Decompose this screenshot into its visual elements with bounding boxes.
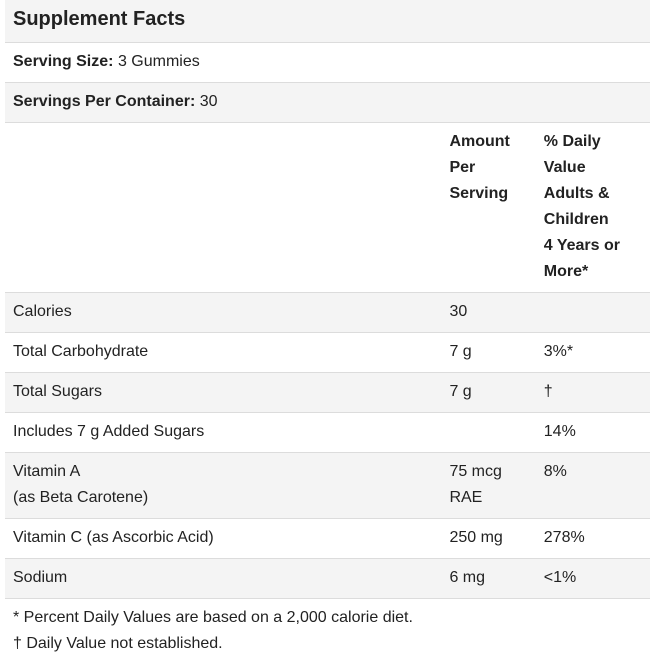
- nutrient-daily-value: <1%: [544, 559, 650, 599]
- nutrient-daily-value: 8%: [544, 453, 650, 519]
- table-row: Total Sugars 7 g †: [5, 373, 650, 413]
- serving-size-label: Serving Size:: [13, 53, 113, 70]
- serving-size-row: Serving Size: 3 Gummies: [5, 43, 650, 83]
- nutrient-daily-value: †: [544, 373, 650, 413]
- servings-per-container-label: Servings Per Container:: [13, 93, 195, 110]
- nutrient-amount: 7 g: [449, 333, 543, 373]
- nutrient-amount: 250 mg: [449, 519, 543, 559]
- nutrient-name: Total Carbohydrate: [5, 333, 449, 373]
- nutrient-name: Vitamin A (as Beta Carotene): [5, 453, 449, 519]
- nutrient-amount: [449, 413, 543, 453]
- table-row: Vitamin A (as Beta Carotene) 75 mcg RAE …: [5, 453, 650, 519]
- nutrient-name: Total Sugars: [5, 373, 449, 413]
- column-header-row: Amount Per Serving % Daily Value Adults …: [5, 123, 650, 293]
- nutrient-daily-value: [544, 293, 650, 333]
- title-row: Supplement Facts: [5, 0, 650, 43]
- amount-per-serving-header: Amount Per Serving: [449, 123, 543, 293]
- footnote-not-established: † Daily Value not established.: [13, 631, 642, 657]
- table-row: Calories 30: [5, 293, 650, 333]
- table-row: Total Carbohydrate 7 g 3%*: [5, 333, 650, 373]
- panel-title: Supplement Facts: [5, 0, 650, 43]
- supplement-facts-table: Supplement Facts Serving Size: 3 Gummies…: [5, 0, 650, 665]
- nutrient-amount: 6 mg: [449, 559, 543, 599]
- nutrient-amount: 7 g: [449, 373, 543, 413]
- serving-size-value: 3 Gummies: [118, 53, 200, 70]
- nutrient-daily-value: 14%: [544, 413, 650, 453]
- footnotes-row: * Percent Daily Values are based on a 2,…: [5, 599, 650, 665]
- servings-per-container-row: Servings Per Container: 30: [5, 83, 650, 123]
- table-row: Vitamin C (as Ascorbic Acid) 250 mg 278%: [5, 519, 650, 559]
- nutrient-daily-value: 278%: [544, 519, 650, 559]
- nutrient-daily-value: 3%*: [544, 333, 650, 373]
- nutrient-name: Sodium: [5, 559, 449, 599]
- nutrient-name: Calories: [5, 293, 449, 333]
- daily-value-header: % Daily Value Adults & Children 4 Years …: [544, 123, 650, 293]
- table-row: Sodium 6 mg <1%: [5, 559, 650, 599]
- footnotes: * Percent Daily Values are based on a 2,…: [5, 599, 650, 665]
- nutrient-amount: 75 mcg RAE: [449, 453, 543, 519]
- footnote-daily-values: * Percent Daily Values are based on a 2,…: [13, 605, 642, 631]
- nutrient-name: Vitamin C (as Ascorbic Acid): [5, 519, 449, 559]
- table-row: Includes 7 g Added Sugars 14%: [5, 413, 650, 453]
- nutrient-name: Includes 7 g Added Sugars: [5, 413, 449, 453]
- servings-per-container-value: 30: [200, 93, 218, 110]
- nutrient-amount: 30: [449, 293, 543, 333]
